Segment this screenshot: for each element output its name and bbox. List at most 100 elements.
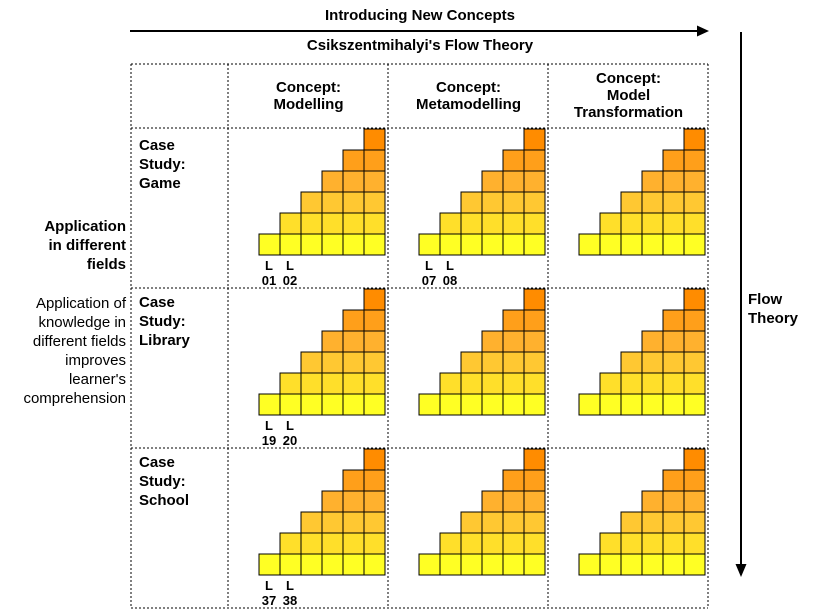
row-header-line: Study:: [139, 156, 186, 173]
staircase-cell: [502, 511, 525, 534]
top-axis-label: Introducing New Concepts: [324, 7, 515, 24]
row-header-line: School: [139, 492, 190, 509]
staircase-cell: [599, 212, 622, 235]
staircase-cell: [342, 532, 365, 555]
staircase-cell: [363, 469, 386, 492]
staircase-cell: [321, 191, 344, 214]
staircase-cell: [662, 351, 685, 374]
staircase-cell: [620, 212, 643, 235]
staircase-block: [578, 288, 706, 416]
lesson-number: 07: [421, 273, 437, 288]
lesson-letter: L: [265, 258, 273, 273]
staircase-cell: [363, 448, 386, 471]
column-header-model-transformation: Concept: Model Transformation: [549, 70, 708, 121]
staircase-cell: [321, 233, 344, 256]
staircase-cell: [481, 330, 504, 353]
staircase-cell: [481, 393, 504, 416]
staircase-cell: [662, 469, 685, 492]
staircase-cell: [662, 511, 685, 534]
staircase-cell: [279, 532, 302, 555]
staircase-group: [258, 128, 706, 576]
right-flow-line: Theory: [748, 310, 799, 327]
staircase-cell: [321, 553, 344, 576]
staircase-cell: [662, 149, 685, 172]
column-header-line: Concept:: [596, 70, 661, 87]
left-description-line: Application of: [35, 295, 126, 312]
staircase-cell: [342, 393, 365, 416]
staircase-block: [418, 128, 546, 256]
row-header-line: Library: [139, 332, 190, 349]
staircase-cell: [342, 490, 365, 513]
staircase-cell: [481, 532, 504, 555]
staircase-cell: [481, 490, 504, 513]
staircase-cell: [641, 372, 664, 395]
row-header-library: Case Study: Library: [139, 293, 190, 350]
staircase-cell: [662, 233, 685, 256]
staircase-block: [418, 288, 546, 416]
staircase-cell: [523, 393, 546, 416]
staircase-cell: [662, 212, 685, 235]
staircase-cell: [439, 372, 462, 395]
lesson-number: 19: [261, 433, 277, 448]
lesson-number: 02: [282, 273, 298, 288]
staircase-cell: [300, 511, 323, 534]
staircase-block: [418, 448, 546, 576]
staircase-cell: [342, 351, 365, 374]
staircase-cell: [641, 393, 664, 416]
staircase-cell: [683, 469, 706, 492]
staircase-block: [258, 288, 386, 416]
staircase-cell: [683, 128, 706, 151]
left-description-line: learner's: [68, 371, 126, 388]
staircase-cell: [641, 490, 664, 513]
staircase-cell: [620, 511, 643, 534]
staircase-block: [578, 448, 706, 576]
right-flow-label: Flow Theory: [748, 290, 798, 328]
staircase-cell: [363, 393, 386, 416]
staircase-cell: [599, 532, 622, 555]
staircase-cell: [502, 351, 525, 374]
staircase-cell: [279, 372, 302, 395]
staircase-cell: [502, 469, 525, 492]
staircase-cell: [620, 553, 643, 576]
left-heading-line: fields: [86, 256, 126, 273]
table-grid: [130, 63, 709, 609]
staircase-cell: [523, 170, 546, 193]
staircase-cell: [321, 212, 344, 235]
staircase-cell: [662, 532, 685, 555]
staircase-cell: [342, 469, 365, 492]
staircase-cell: [523, 288, 546, 311]
staircase-cell: [363, 170, 386, 193]
staircase-cell: [258, 233, 281, 256]
staircase-cell: [363, 149, 386, 172]
lesson-number: 20: [282, 433, 298, 448]
staircase-cell: [460, 393, 483, 416]
staircase-cell: [683, 393, 706, 416]
staircase-cell: [523, 372, 546, 395]
staircase-cell: [523, 128, 546, 151]
staircase-cell: [363, 309, 386, 332]
row-header-line: Study:: [139, 313, 186, 330]
staircase-cell: [578, 233, 601, 256]
staircase-cell: [460, 372, 483, 395]
staircase-cell: [321, 393, 344, 416]
left-description: Application of knowledge in different fi…: [0, 294, 126, 408]
staircase-cell: [481, 372, 504, 395]
staircase-cell: [683, 309, 706, 332]
staircase-cell: [523, 351, 546, 374]
flow-theory-title: Csikszentmihalyi's Flow Theory: [306, 37, 534, 54]
staircase-cell: [342, 553, 365, 576]
staircase-cell: [620, 351, 643, 374]
lesson-letter: L: [446, 258, 454, 273]
staircase-cell: [683, 532, 706, 555]
staircase-cell: [300, 212, 323, 235]
staircase-cell: [300, 351, 323, 374]
row-header-line: Case: [139, 294, 175, 311]
staircase-cell: [279, 553, 302, 576]
column-header-line: Concept:: [436, 79, 501, 96]
staircase-cell: [641, 330, 664, 353]
staircase-cell: [683, 372, 706, 395]
staircase-cell: [599, 393, 622, 416]
lesson-number: 08: [442, 273, 458, 288]
staircase-cell: [620, 393, 643, 416]
staircase-cell: [683, 330, 706, 353]
